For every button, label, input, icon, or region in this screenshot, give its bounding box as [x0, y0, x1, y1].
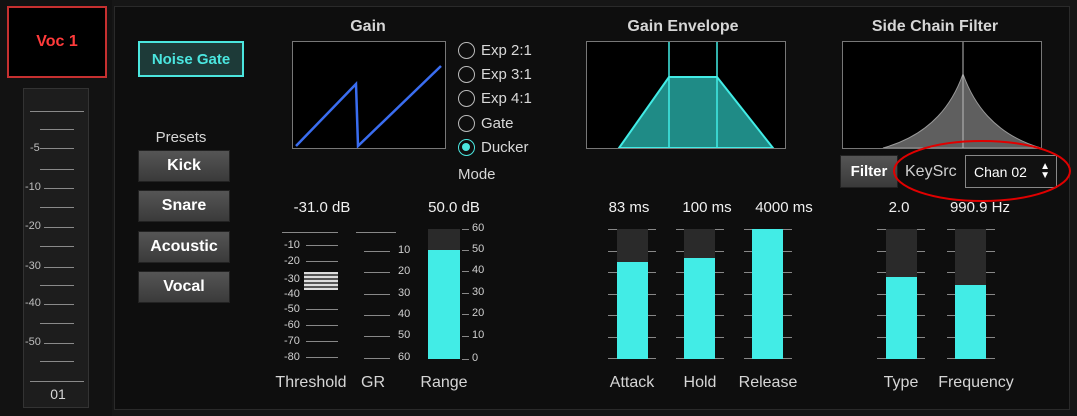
attack-fill: [617, 261, 648, 359]
release-fill: [752, 229, 783, 359]
fader-tick: [40, 129, 74, 130]
fader-tick: [44, 188, 74, 189]
range-label: Range: [420, 374, 468, 391]
type-fill: [886, 277, 917, 359]
gain-curve: [295, 65, 442, 149]
mode-exp-2-1-radio[interactable]: Exp 2:1: [458, 42, 532, 59]
envelope-curve: [617, 42, 776, 149]
threshold-label: Threshold: [275, 374, 347, 391]
preset-vocal-button[interactable]: Vocal: [138, 271, 230, 303]
gain-envelope-graph: [586, 41, 786, 149]
threshold-meter[interactable]: -10 -20 -30 -40 -50 -60 -70 -80: [280, 228, 340, 364]
fader-tick: [40, 361, 74, 362]
side-chain-filter-graph: [842, 41, 1042, 149]
frequency-fill: [955, 284, 986, 359]
updown-arrows-icon: ▲ ▼: [1040, 161, 1050, 181]
hold-fill: [684, 257, 715, 359]
gain-reduction-meter: 10 20 30 40 50 60: [356, 228, 412, 364]
range-value: 50.0 dB: [428, 199, 480, 216]
channel-name: Voc 1: [36, 33, 78, 50]
fader-scale-label: -40: [25, 297, 41, 309]
fader-tick: [44, 227, 74, 228]
fader-tick: [30, 111, 84, 112]
channel-number: 01: [50, 386, 66, 402]
noise-gate-toggle[interactable]: Noise Gate: [138, 41, 244, 77]
attack-label: Attack: [609, 374, 655, 391]
release-value: 4000 ms: [755, 199, 813, 216]
attack-slider[interactable]: [617, 229, 648, 359]
mode-exp-4-1-radio[interactable]: Exp 4:1: [458, 90, 532, 107]
gain-envelope-heading: Gain Envelope: [627, 18, 739, 35]
fader-tick: [44, 343, 74, 344]
type-slider[interactable]: [886, 229, 917, 359]
preset-snare-button[interactable]: Snare: [138, 190, 230, 222]
preset-acoustic-button[interactable]: Acoustic: [138, 231, 230, 263]
frequency-label: Frequency: [938, 374, 1014, 391]
fader-tick: [40, 323, 74, 324]
fader-tick: [40, 246, 74, 247]
mode-exp-3-1-radio[interactable]: Exp 3:1: [458, 66, 532, 83]
gr-label: GR: [361, 374, 385, 391]
release-slider[interactable]: [752, 229, 783, 359]
fader-tick: [40, 148, 74, 149]
gain-curve-graph: [292, 41, 446, 149]
gain-heading: Gain: [350, 18, 386, 35]
fader-scale-label: -20: [25, 220, 41, 232]
preset-kick-button[interactable]: Kick: [138, 150, 230, 182]
hold-value: 100 ms: [682, 199, 732, 216]
fader-tick: [40, 285, 74, 286]
fader-tick: [44, 304, 74, 305]
release-label: Release: [738, 374, 798, 391]
mode-label: Mode: [458, 166, 496, 183]
fader-tick: [30, 381, 84, 382]
fader-scale-label: -5: [30, 142, 40, 154]
volume-fader[interactable]: -5 -10 -20 -30 -40 -50: [23, 88, 89, 408]
channel-name-box[interactable]: Voc 1: [7, 6, 107, 78]
fader-scale-label: -50: [25, 336, 41, 348]
range-fill: [428, 249, 460, 359]
keysrc-value: Chan 02: [974, 163, 1027, 180]
frequency-value: 990.9 Hz: [949, 199, 1011, 216]
mode-ducker-radio[interactable]: Ducker: [458, 139, 529, 156]
fader-scale-label: -30: [25, 260, 41, 272]
presets-title: Presets: [155, 129, 207, 146]
frequency-slider[interactable]: [955, 229, 986, 359]
keysrc-label: KeySrc: [905, 163, 957, 180]
range-slider[interactable]: [428, 229, 460, 359]
filter-button[interactable]: Filter: [840, 155, 898, 188]
threshold-handle[interactable]: [304, 272, 338, 290]
hold-slider[interactable]: [684, 229, 715, 359]
attack-value: 83 ms: [608, 199, 650, 216]
filter-curve: [882, 42, 1042, 149]
fader-tick: [44, 267, 74, 268]
type-value: 2.0: [888, 199, 910, 216]
type-label: Type: [883, 374, 919, 391]
hold-label: Hold: [683, 374, 717, 391]
fader-tick: [40, 207, 74, 208]
side-chain-filter-heading: Side Chain Filter: [871, 18, 999, 35]
range-scale: 60 50 40 30 20 10 0: [460, 222, 500, 367]
threshold-value: -31.0 dB: [293, 199, 351, 216]
keysrc-select[interactable]: Chan 02 ▲ ▼: [965, 155, 1057, 188]
fader-tick: [40, 169, 74, 170]
fader-scale-label: -10: [25, 181, 41, 193]
red-annotation-ellipse: [893, 140, 1071, 202]
mode-gate-radio[interactable]: Gate: [458, 115, 514, 132]
